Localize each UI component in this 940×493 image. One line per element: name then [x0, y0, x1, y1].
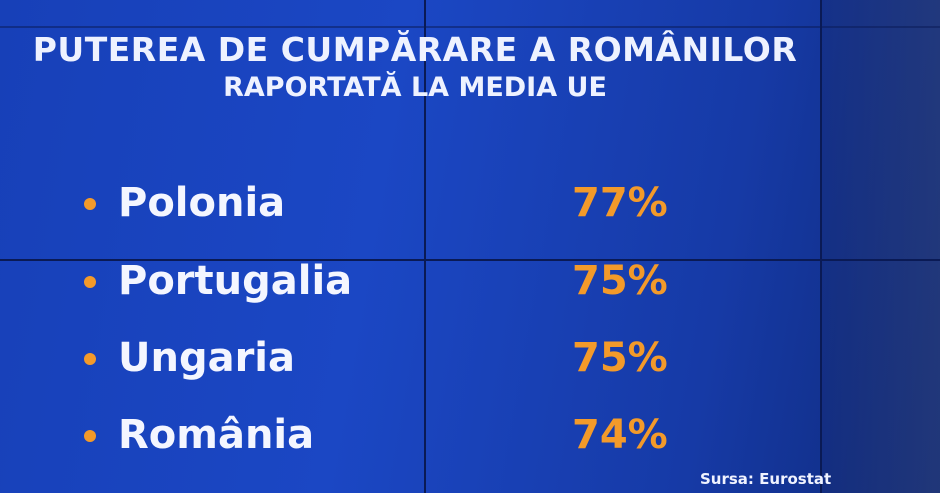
subtitle: RAPORTATĂ LA MEDIA UE — [223, 72, 607, 103]
bullet — [84, 430, 96, 442]
bullet — [84, 353, 96, 365]
background-shade — [820, 0, 940, 493]
list-item: Polonia 77% — [0, 174, 820, 234]
percent-value: 74% — [572, 412, 668, 458]
bullet — [84, 276, 96, 288]
panel-seam — [0, 259, 940, 261]
source: Sursa: Eurostat — [700, 470, 832, 488]
percent-value: 75% — [572, 335, 668, 381]
bullet — [84, 198, 96, 210]
list-item: Ungaria 75% — [0, 329, 820, 389]
country-label: Polonia — [118, 180, 286, 226]
panel-seam — [820, 0, 822, 493]
country-label: Ungaria — [118, 335, 296, 381]
panel-seam — [424, 0, 426, 493]
title: PUTEREA DE CUMPĂRARE A ROMÂNILOR — [32, 30, 798, 69]
list-item: România 74% — [0, 406, 820, 466]
country-label: Portugalia — [118, 258, 353, 304]
panel-seam — [0, 26, 940, 28]
list-item: Portugalia 75% — [0, 252, 820, 312]
percent-value: 75% — [572, 258, 668, 304]
country-label: România — [118, 412, 315, 458]
percent-value: 77% — [572, 180, 668, 226]
